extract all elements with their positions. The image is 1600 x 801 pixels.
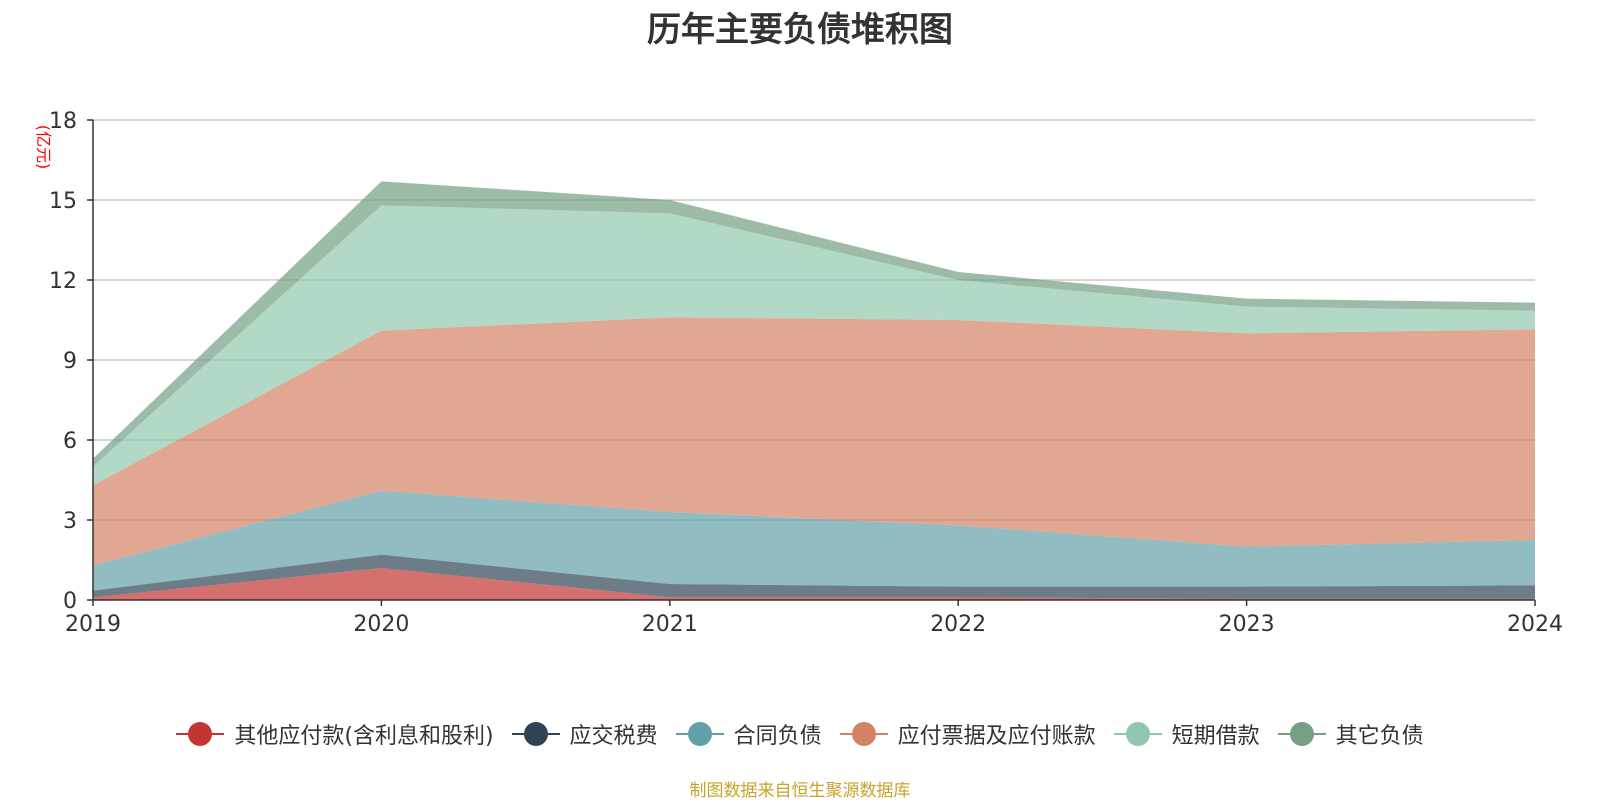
- area-series-5: [93, 181, 1535, 467]
- legend-item[interactable]: 短期借款: [1113, 718, 1260, 750]
- y-tick-label: 6: [63, 429, 77, 454]
- y-tick-label: 9: [63, 349, 77, 374]
- area-series-4: [93, 205, 1535, 486]
- y-tick-label: 12: [49, 269, 77, 294]
- legend-item[interactable]: 其它负债: [1277, 718, 1424, 750]
- area-series-0: [93, 568, 1535, 600]
- legend-item[interactable]: 其他应付款(含利息和股利): [176, 718, 494, 750]
- legend-marker: [675, 721, 724, 747]
- x-tick-label: 2024: [1507, 612, 1563, 637]
- legend: 其他应付款(含利息和股利) 应交税费 合同负债 应付票据及应付账款 短期借款 其它负债: [0, 718, 1600, 750]
- legend-label: 合同负债: [733, 724, 822, 749]
- legend-marker: [1277, 721, 1326, 747]
- legend-marker: [176, 721, 225, 747]
- legend-label: 其它负债: [1335, 724, 1424, 749]
- axis-layer: 0 3 6 9 12 15 18 2019 2020 2021 2022 2023 2024 (亿元): [34, 109, 1563, 637]
- x-tick-label: 2021: [642, 612, 698, 637]
- area-layer: [93, 181, 1535, 600]
- legend-marker: [511, 721, 560, 747]
- x-tick-label: 2019: [65, 612, 121, 637]
- y-tick-label: 18: [49, 109, 77, 134]
- x-tick-label: 2023: [1219, 612, 1275, 637]
- legend-label: 短期借款: [1171, 724, 1260, 749]
- y-tick-label: 3: [63, 509, 77, 534]
- legend-marker: [839, 721, 888, 747]
- legend-label: 应交税费: [569, 724, 658, 749]
- y-axis-unit-label: (亿元): [34, 125, 53, 170]
- legend-item[interactable]: 合同负债: [675, 718, 822, 750]
- legend-label: 其他应付款(含利息和股利): [234, 724, 494, 749]
- legend-label: 应付票据及应付账款: [897, 724, 1096, 749]
- area-series-3: [93, 317, 1535, 566]
- x-tick-label: 2020: [353, 612, 409, 637]
- legend-item[interactable]: 应付票据及应付账款: [839, 718, 1096, 750]
- y-tick-label: 0: [63, 589, 77, 614]
- area-series-1: [93, 554, 1535, 599]
- y-tick-label: 15: [49, 189, 77, 214]
- legend-item[interactable]: 应交税费: [511, 718, 658, 750]
- stacked-area-chart: 0 3 6 9 12 15 18 2019 2020 2021 2022 2023 2024 (亿元): [34, 109, 1563, 637]
- chart-title: 历年主要负债堆积图: [647, 10, 953, 50]
- source-note: 制图数据来自恒生聚源数据库: [689, 781, 911, 801]
- x-tick-label: 2022: [930, 612, 986, 637]
- legend-marker: [1113, 721, 1162, 747]
- area-series-2: [93, 490, 1535, 591]
